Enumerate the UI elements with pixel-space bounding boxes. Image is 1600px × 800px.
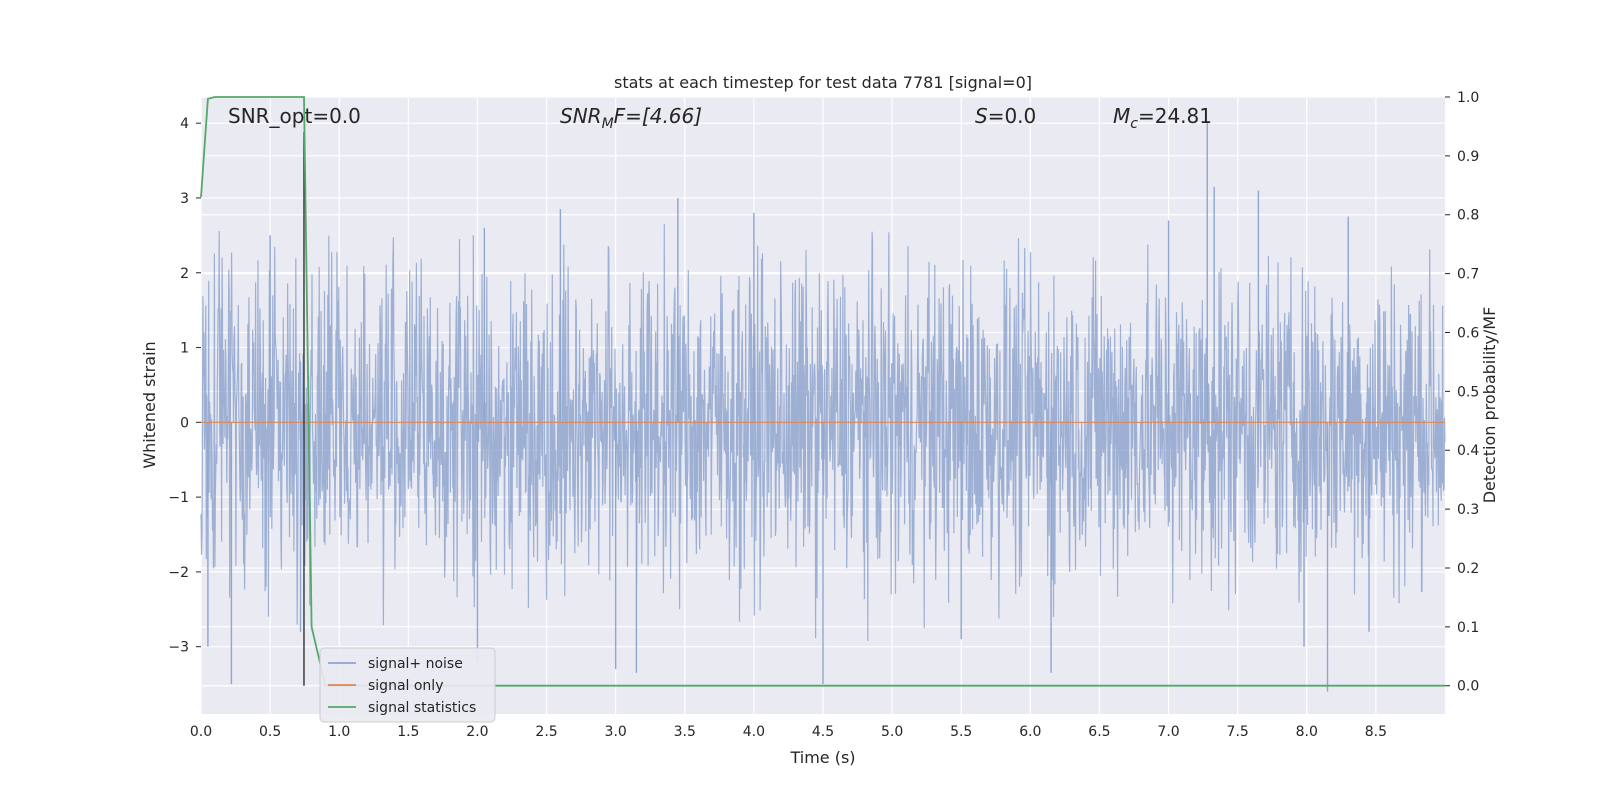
x-tick-label: 4.0 — [743, 724, 765, 740]
y2-tick-label: 0.7 — [1457, 267, 1479, 283]
y2-axis-label: Detection probability/MF — [1480, 307, 1499, 504]
annotation-0: SNR_opt=0.0 — [228, 104, 361, 128]
x-tick-label: 0.5 — [259, 724, 281, 740]
x-tick-label: 1.0 — [328, 724, 350, 740]
y-tick-label: 2 — [180, 266, 189, 282]
x-tick-label: 5.0 — [881, 724, 903, 740]
ticks: 0.0 0.5 1.0 1.5 2.0 2.5 3.0 3.5 4.0 4.5 5.0 5.5 6.0 6… — [168, 90, 1479, 740]
y2-tick-label: 0.2 — [1457, 561, 1479, 577]
y-tick-label: −1 — [168, 490, 189, 506]
noise-series — [200, 123, 1446, 692]
annotation-2: S=0.0 — [975, 104, 1036, 128]
x-tick-label: 2.0 — [466, 724, 488, 740]
x-tick-label: 4.5 — [812, 724, 834, 740]
annotations: SNR_opt=0.0 SNRMF=[4.66] S=0.0 Mc=24.81 — [228, 104, 1212, 132]
x-tick-label: 0.0 — [190, 724, 212, 740]
y-tick-label: 0 — [180, 415, 189, 431]
legend-label: signal only — [368, 678, 443, 694]
legend: signal+ noise signal only signal statistic… — [319, 647, 496, 723]
y-tick-label: −3 — [168, 640, 189, 656]
y2-tick-label: 0.8 — [1457, 208, 1479, 224]
y2-tick-label: 0.4 — [1457, 443, 1479, 459]
x-tick-label: 7.0 — [1157, 724, 1179, 740]
x-tick-label: 5.5 — [950, 724, 972, 740]
y-axis-label: Whitened strain — [140, 341, 159, 468]
y-tick-label: −2 — [168, 565, 189, 581]
x-tick-label: 1.5 — [397, 724, 419, 740]
x-axis-label: Time (s) — [789, 748, 855, 767]
y-tick-label: 3 — [180, 191, 189, 207]
chart-title: stats at each timestep for test data 778… — [614, 73, 1032, 92]
y2-tick-label: 0.3 — [1457, 502, 1479, 518]
x-tick-label: 8.5 — [1365, 724, 1387, 740]
legend-box — [319, 647, 496, 723]
x-tick-label: 8.0 — [1296, 724, 1318, 740]
y2-tick-label: 0.1 — [1457, 620, 1479, 636]
x-tick-label: 6.5 — [1088, 724, 1110, 740]
y2-tick-label: 1.0 — [1457, 90, 1479, 106]
y2-tick-label: 0.5 — [1457, 384, 1479, 400]
y-tick-label: 4 — [180, 116, 189, 132]
x-tick-label: 7.5 — [1227, 724, 1249, 740]
legend-label: signal statistics — [368, 700, 476, 716]
annotation-1: SNRMF=[4.66] — [560, 104, 702, 132]
y2-tick-label: 0.9 — [1457, 149, 1479, 165]
x-tick-label: 2.5 — [535, 724, 557, 740]
x-tick-label: 6.0 — [1019, 724, 1041, 740]
y-tick-label: 1 — [180, 341, 189, 357]
y2-tick-label: 0.6 — [1457, 325, 1479, 341]
legend-label: signal+ noise — [368, 656, 463, 672]
x-tick-label: 3.0 — [605, 724, 627, 740]
annotation-3: Mc=24.81 — [1113, 104, 1212, 132]
y2-tick-label: 0.0 — [1457, 679, 1479, 695]
x-tick-label: 3.5 — [674, 724, 696, 740]
